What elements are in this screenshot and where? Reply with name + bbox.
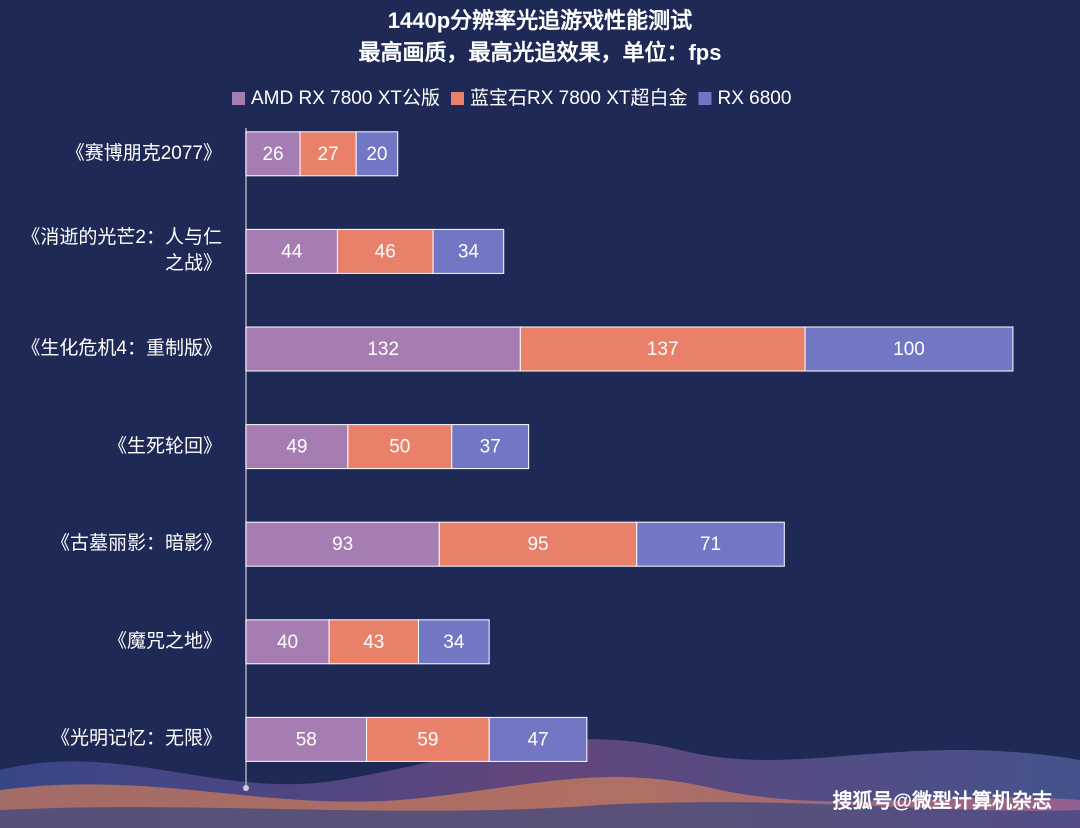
bar-segment xyxy=(519,326,806,372)
bar-segment xyxy=(488,716,588,762)
bar-segment xyxy=(245,716,368,762)
category-label: 《生死轮回》 xyxy=(107,435,222,457)
bar-segment xyxy=(355,131,399,177)
data-label: 34 xyxy=(443,632,465,653)
legend-label: RX 6800 xyxy=(718,88,792,109)
watermark: 搜狐号@微型计算机杂志 xyxy=(832,788,1052,812)
bar-segment xyxy=(451,424,530,470)
bar-segment xyxy=(418,619,490,665)
legend-swatch xyxy=(451,92,464,105)
data-label: 59 xyxy=(417,729,438,750)
data-label: 50 xyxy=(389,437,410,458)
legend-label: 蓝宝石RX 7800 XT超白金 xyxy=(470,87,688,109)
bar-segment xyxy=(245,326,521,372)
data-label: 132 xyxy=(367,339,399,360)
data-label: 37 xyxy=(480,437,501,458)
chart-subtitle: 最高画质，最高光追效果，单位：fps xyxy=(358,40,721,65)
category-label: 《生化危机4：重制版》 xyxy=(21,338,222,359)
bar-segment xyxy=(245,619,330,665)
data-label: 47 xyxy=(527,729,548,750)
data-label: 137 xyxy=(647,339,679,360)
axis-end xyxy=(243,785,249,791)
bar-segment xyxy=(804,326,1014,372)
category-label: 《赛博朋克2077》 xyxy=(65,142,222,164)
data-label: 95 xyxy=(527,534,548,555)
category-label: 《消逝的光芒2：人与仁之战》 xyxy=(21,227,222,275)
data-label: 44 xyxy=(281,241,303,262)
legend-swatch xyxy=(232,92,245,105)
data-label: 43 xyxy=(363,632,384,653)
data-label: 93 xyxy=(332,534,353,555)
data-label: 20 xyxy=(366,144,387,165)
data-label: 58 xyxy=(296,729,317,750)
chart-title: 1440p分辨率光追游戏性能测试 xyxy=(388,8,692,33)
bar-segment xyxy=(438,521,638,567)
data-label: 26 xyxy=(262,144,283,165)
data-label: 27 xyxy=(318,144,339,165)
background-waves xyxy=(0,739,1080,828)
category-label: 《古墓丽影：暗影》 xyxy=(50,533,222,555)
bar-segment xyxy=(432,228,505,274)
data-label: 100 xyxy=(893,339,925,360)
data-label: 40 xyxy=(277,632,298,653)
bar-segment xyxy=(636,521,785,567)
bar-segment xyxy=(347,424,453,470)
data-label: 34 xyxy=(458,241,480,262)
category-label: 《光明记忆：无限》 xyxy=(50,728,222,750)
bar-segment xyxy=(366,716,490,762)
bar-segment xyxy=(245,424,349,470)
category-label: 《魔咒之地》 xyxy=(107,630,222,652)
bar-segment xyxy=(245,228,338,274)
data-label: 49 xyxy=(286,437,307,458)
bar-segment xyxy=(328,619,420,665)
legend-swatch xyxy=(698,92,712,105)
data-label: 71 xyxy=(700,534,721,555)
bar-segment xyxy=(245,131,301,177)
data-label: 46 xyxy=(375,241,396,262)
bar-segment xyxy=(336,228,434,274)
legend-label: AMD RX 7800 XT公版 xyxy=(251,87,440,109)
